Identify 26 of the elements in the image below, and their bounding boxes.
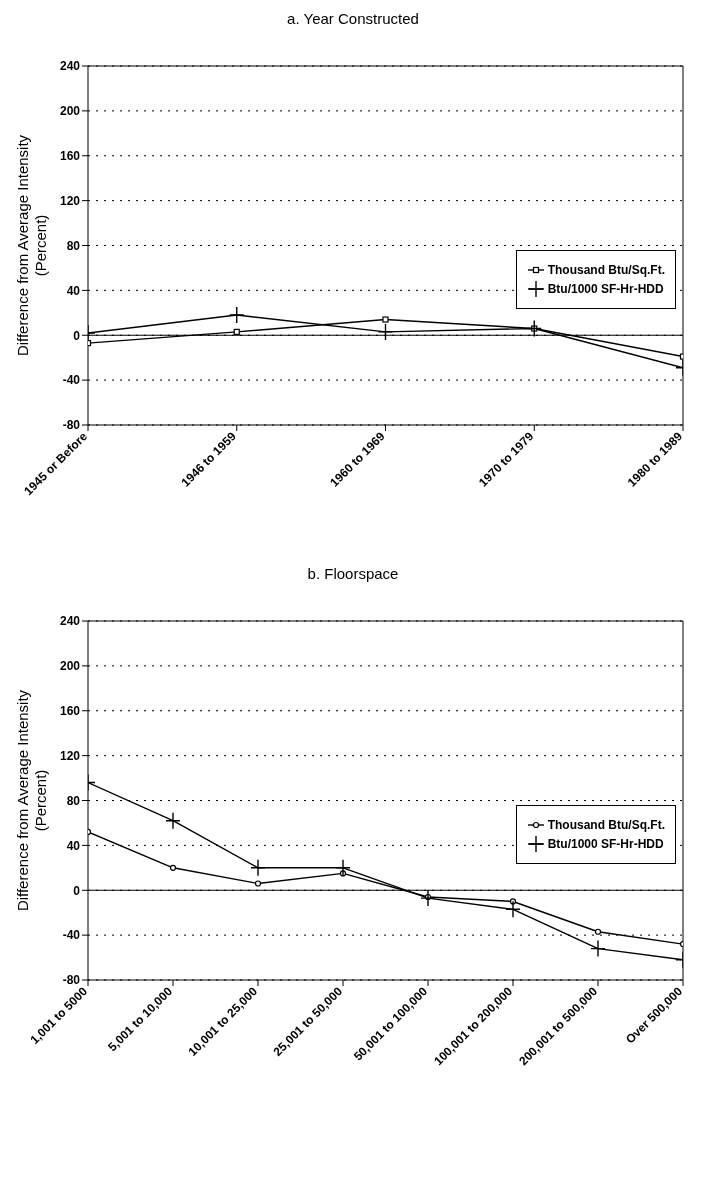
y-tick-label: 160 bbox=[59, 704, 81, 719]
y-tick-label: 120 bbox=[59, 748, 81, 763]
y-tick-label: 240 bbox=[59, 614, 81, 629]
y-tick-label: 200 bbox=[59, 659, 81, 674]
y-axis-title: Difference from Average Intensity (Percent) bbox=[14, 689, 49, 912]
y-tick-label: 40 bbox=[66, 838, 81, 853]
chart-title: a. Year Constructed bbox=[286, 10, 420, 27]
y-tick-label: 80 bbox=[66, 238, 81, 253]
y-tick-label: 120 bbox=[59, 193, 81, 208]
legend-label: Thousand Btu/Sq.Ft. bbox=[547, 263, 665, 277]
y-tick-label: 40 bbox=[66, 283, 81, 298]
y-tick-label: 160 bbox=[59, 149, 81, 164]
y-axis-title: Difference from Average Intensity (Percent) bbox=[14, 134, 49, 357]
chart-title: b. Floorspace bbox=[306, 565, 400, 582]
y-tick-label: -40 bbox=[62, 373, 81, 388]
y-tick-label: 240 bbox=[59, 59, 81, 74]
y-tick-label: 0 bbox=[73, 328, 81, 343]
y-tick-label: -80 bbox=[62, 418, 81, 433]
y-tick-label: 0 bbox=[73, 883, 81, 898]
legend-label: Btu/1000 SF-Hr-HDD bbox=[547, 837, 664, 851]
y-tick-label: 80 bbox=[66, 793, 81, 808]
legend-label: Thousand Btu/Sq.Ft. bbox=[547, 818, 665, 832]
y-tick-label: -40 bbox=[62, 928, 81, 943]
y-tick-label: 200 bbox=[59, 104, 81, 119]
legend-label: Btu/1000 SF-Hr-HDD bbox=[547, 282, 664, 296]
y-tick-label: -80 bbox=[62, 973, 81, 988]
